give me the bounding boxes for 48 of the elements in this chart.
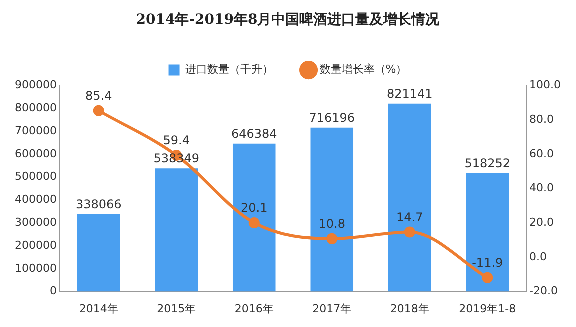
y-tick-label: 0	[50, 284, 57, 298]
data-label: 10.8	[318, 217, 346, 232]
point	[404, 226, 416, 238]
y-tick-label: 800000	[14, 102, 57, 115]
bar	[232, 144, 276, 292]
legend-label: 进口数量（千升）	[185, 63, 274, 76]
data-label: 14.7	[396, 210, 424, 224]
y-tick-label: 300000	[14, 216, 57, 229]
data-label: 85.4	[86, 88, 112, 103]
point	[482, 272, 494, 284]
bar	[466, 173, 510, 292]
data-label: 20.1	[241, 201, 268, 216]
bar	[77, 214, 120, 292]
y2-tick-label: 60.0	[530, 147, 554, 160]
y2-tick-label: -20.0	[530, 284, 558, 298]
y-tick-label: 700000	[14, 124, 57, 138]
y2-tick-label: 0.0	[530, 250, 548, 264]
bar	[388, 104, 432, 292]
point	[248, 217, 260, 228]
y-tick-label: 900000	[14, 78, 57, 92]
bar	[310, 128, 354, 292]
data-label: 646384	[231, 126, 278, 141]
data-label: 716196	[309, 110, 356, 125]
legend-label: 数量增长率（%）	[320, 63, 408, 76]
chart-title: 2014年-2019年8月中国啤酒进口量及增长情况	[136, 11, 441, 28]
y2-tick-label: 40.0	[530, 182, 554, 195]
y-tick-label: 400000	[14, 193, 57, 206]
y-tick-label: 200000	[14, 238, 57, 252]
data-label: 338066	[76, 198, 122, 212]
data-label: 821141	[386, 86, 433, 101]
x-tick-label: 2017年	[312, 302, 352, 316]
y-tick-label: 600000	[14, 147, 57, 160]
y2-tick-label: 20.0	[530, 216, 554, 229]
point	[93, 105, 104, 116]
data-label: 59.4	[163, 134, 190, 148]
y2-tick-label: 100.0	[530, 78, 562, 92]
x-tick-label: 2018年	[390, 302, 430, 316]
y-tick-label: 100000	[14, 262, 57, 275]
y2-tick-label: 80.0	[530, 112, 554, 126]
point	[326, 233, 338, 244]
x-tick-label: 2019年1-8	[459, 302, 516, 316]
x-tick-label: 2016年	[234, 302, 274, 316]
data-label: 518252	[464, 156, 511, 170]
data-label: -11.9	[472, 256, 504, 270]
x-tick-label: 2015年	[157, 302, 196, 316]
y-tick-label: 500000	[14, 170, 57, 184]
bar	[155, 168, 198, 292]
x-tick-label: 2014年	[79, 302, 118, 316]
